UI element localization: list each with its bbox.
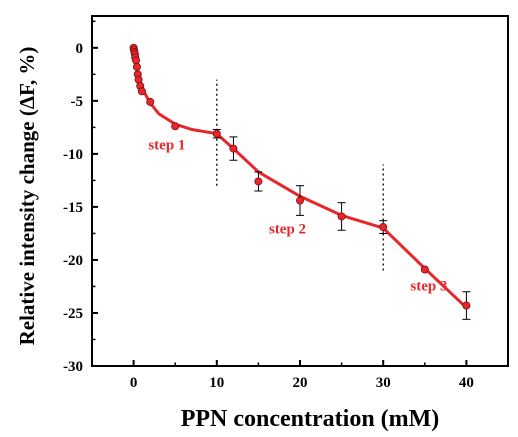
x-tick-label: 20 <box>293 375 308 391</box>
y-tick-label: -5 <box>71 94 84 110</box>
y-tick-label: 0 <box>76 41 84 57</box>
data-point <box>137 87 146 96</box>
x-tick-label: 40 <box>459 375 474 391</box>
y-axis-title: Relative intensity change (ΔF, %) <box>15 47 39 346</box>
data-point <box>379 223 388 232</box>
x-axis-title: PPN concentration (mM) <box>181 406 440 432</box>
data-point <box>295 196 304 205</box>
fit-line <box>132 46 468 310</box>
x-tick-label: 0 <box>130 375 138 391</box>
data-point <box>254 177 263 186</box>
y-tick-label: -30 <box>63 359 83 375</box>
data-point <box>337 212 346 221</box>
y-tick-label: -10 <box>63 147 83 163</box>
x-tick-label: 30 <box>376 375 391 391</box>
data-point <box>212 129 221 138</box>
y-tick-label: -20 <box>63 253 83 269</box>
data-point <box>146 97 155 106</box>
y-tick-label: -15 <box>63 200 83 216</box>
data-point <box>132 62 141 71</box>
data-point <box>171 122 180 131</box>
data-point <box>229 144 238 153</box>
x-tick-label: 10 <box>209 375 224 391</box>
step-label: step 2 <box>269 221 306 237</box>
data-point <box>420 265 429 274</box>
data-point <box>462 301 471 310</box>
y-tick-label: -25 <box>63 306 83 322</box>
step-label: step 1 <box>148 138 185 154</box>
step-label: step 3 <box>410 279 447 295</box>
